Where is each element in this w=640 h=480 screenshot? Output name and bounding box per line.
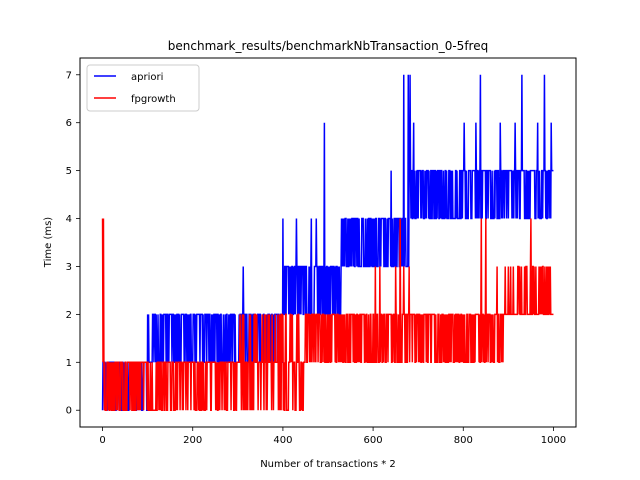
y-tick-label: 6 bbox=[66, 118, 72, 129]
series-layer bbox=[101, 74, 554, 411]
x-axis-label: Number of transactions * 2 bbox=[260, 459, 396, 470]
y-axis-label: Time (ms) bbox=[43, 217, 54, 269]
chart-title: benchmark_results/benchmarkNbTransaction… bbox=[168, 39, 488, 53]
plot-frame bbox=[79, 57, 577, 428]
series-line-fpgrowth bbox=[101, 218, 554, 411]
y-tick-label: 1 bbox=[66, 358, 72, 369]
x-tick-label: 400 bbox=[273, 435, 292, 446]
y-tick-label: 7 bbox=[66, 70, 72, 81]
plot-area bbox=[101, 74, 554, 411]
y-tick-label: 2 bbox=[66, 310, 72, 321]
x-tick-label: 600 bbox=[364, 435, 383, 446]
y-tick-label: 0 bbox=[66, 406, 72, 417]
y-axis: 0 1 2 3 4 5 6 7 bbox=[66, 70, 80, 417]
y-tick-label: 3 bbox=[66, 262, 72, 273]
x-tick-label: 1000 bbox=[541, 435, 566, 446]
y-tick-label: 4 bbox=[66, 214, 72, 225]
legend-label-apriori: apriori bbox=[131, 72, 163, 83]
x-tick-label: 800 bbox=[454, 435, 473, 446]
legend: apriori fpgrowth bbox=[86, 64, 200, 112]
legend-label-fpgrowth: fpgrowth bbox=[131, 94, 176, 105]
x-tick-label: 0 bbox=[99, 435, 105, 446]
y-tick-label: 5 bbox=[66, 166, 72, 177]
x-axis: 0 200 400 600 800 1000 bbox=[99, 427, 566, 446]
x-tick-label: 200 bbox=[183, 435, 202, 446]
